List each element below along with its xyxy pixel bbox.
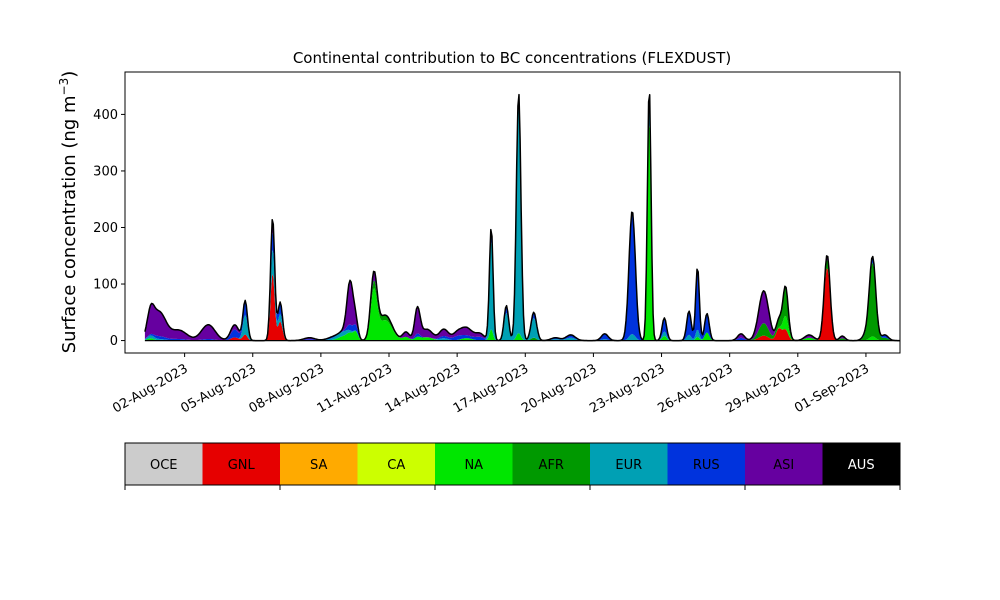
legend-swatch-na <box>435 443 513 485</box>
area-afr <box>144 124 900 341</box>
x-tick-label: 02-Aug-2023 <box>110 361 190 416</box>
legend-swatch-afr <box>512 443 590 485</box>
area-asi <box>144 94 900 341</box>
x-tick-label: 08-Aug-2023 <box>247 361 327 416</box>
legend-label-rus: RUS <box>693 458 720 473</box>
x-tick-label: 14-Aug-2023 <box>383 361 463 416</box>
y-axis-label-close: ) <box>59 71 80 78</box>
area-rus <box>144 94 900 341</box>
x-tick-label: 05-Aug-2023 <box>178 361 258 416</box>
legend-frame <box>124 442 901 486</box>
legend-label-afr: AFR <box>539 458 564 473</box>
y-axis: 0 100 200 300 400 <box>93 108 125 349</box>
area-aus <box>144 94 900 341</box>
y-tick-label: 200 <box>93 221 118 236</box>
x-tick-label: 29-Aug-2023 <box>723 361 803 416</box>
legend-swatch-oce <box>125 443 203 485</box>
x-tick-label: 26-Aug-2023 <box>655 361 735 416</box>
x-tick-label: 01-Sep-2023 <box>792 361 872 416</box>
legend-label-oce: OCE <box>150 458 178 473</box>
legend-swatch-sa <box>280 443 358 485</box>
colorbar-legend: OCE GNL SA CA NA AFR EUR RUS ASI AUS <box>124 442 901 490</box>
x-tick-label: 17-Aug-2023 <box>451 361 531 416</box>
legend-label-gnl: GNL <box>228 458 256 473</box>
area-gnl <box>144 268 900 341</box>
x-tick-label: 11-Aug-2023 <box>315 361 395 416</box>
y-tick-label: 400 <box>93 108 118 123</box>
legend-swatch-gnl <box>202 443 280 485</box>
total-outline <box>144 93 900 342</box>
x-tick-label: 20-Aug-2023 <box>519 361 599 416</box>
x-axis: 02-Aug-202305-Aug-202308-Aug-202311-Aug-… <box>110 353 872 417</box>
legend-label-aus: AUS <box>848 458 875 473</box>
legend-label-asi: ASI <box>773 458 794 473</box>
area-ca <box>144 268 900 341</box>
legend-label-sa: SA <box>310 458 327 473</box>
stacked-areas <box>144 93 900 342</box>
legend-swatch-aus <box>822 443 900 485</box>
area-sa <box>144 268 900 341</box>
area-na <box>144 124 900 341</box>
x-tick-label: 23-Aug-2023 <box>587 361 667 416</box>
area-eur <box>144 106 900 341</box>
legend-label-eur: EUR <box>615 458 642 473</box>
legend-swatch-eur <box>590 443 668 485</box>
y-axis-label-text: Surface concentration (ng m <box>59 95 80 353</box>
chart-title: Continental contribution to BC concentra… <box>293 49 731 67</box>
plot-frame <box>124 71 901 354</box>
y-tick-label: 300 <box>93 164 118 179</box>
legend-swatch-ca <box>357 443 435 485</box>
y-axis-label-exponent: −3 <box>57 78 71 96</box>
y-tick-label: 0 <box>110 334 118 349</box>
legend-label-ca: CA <box>387 458 405 473</box>
legend-label-na: NA <box>464 458 483 473</box>
legend-swatch-asi <box>745 443 823 485</box>
y-axis-label: Surface concentration (ng m−3) <box>57 71 80 354</box>
legend-swatch-rus <box>667 443 745 485</box>
y-tick-label: 100 <box>93 278 118 293</box>
